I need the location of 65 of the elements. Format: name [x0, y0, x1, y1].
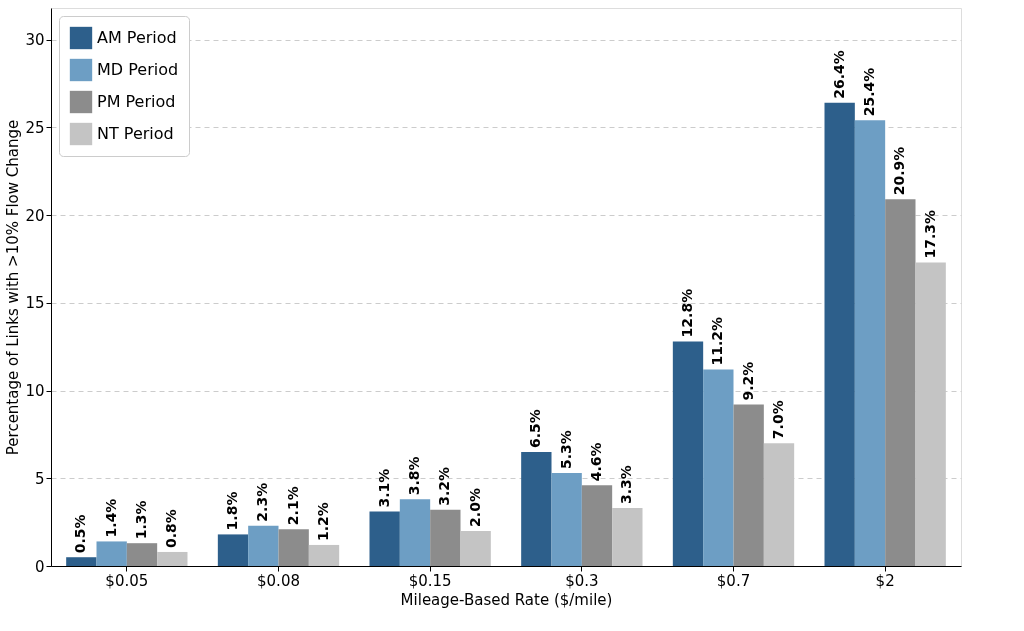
bar	[308, 544, 340, 566]
bar	[399, 499, 431, 566]
bar	[854, 120, 886, 566]
legend-label: AM Period	[97, 28, 177, 47]
data-label: 11.2%	[709, 316, 726, 366]
data-label: 3.1%	[375, 468, 392, 508]
data-label: 9.2%	[739, 361, 756, 401]
data-label: 20.9%	[891, 146, 908, 196]
data-label: 4.6%	[588, 442, 604, 482]
data-label: 1.3%	[133, 500, 149, 540]
bar	[126, 543, 158, 566]
data-label: 1.8%	[224, 491, 240, 531]
y-tick-label: 0	[34, 557, 45, 576]
data-label: 6.5%	[527, 409, 544, 448]
bar	[581, 485, 613, 566]
y-tick-label: 10	[25, 382, 45, 401]
data-label: 26.4%	[830, 50, 847, 99]
data-label: 2.3%	[254, 482, 271, 522]
data-label: 7.0%	[770, 400, 786, 440]
legend-label: MD Period	[97, 60, 179, 79]
x-tick-label: $2	[875, 571, 895, 590]
data-label: 3.2%	[436, 467, 453, 506]
bar	[885, 199, 916, 566]
bar	[157, 551, 188, 566]
bar	[96, 541, 127, 566]
bar	[824, 102, 855, 566]
bar	[248, 525, 279, 566]
bar	[672, 341, 704, 566]
bar	[430, 509, 461, 566]
data-label: 25.4%	[861, 67, 877, 117]
bar	[733, 404, 764, 566]
y-tick-label: 15	[25, 294, 45, 313]
x-tick-label: $0.15	[408, 571, 452, 590]
legend-label: PM Period	[97, 92, 176, 111]
data-label: 1.4%	[102, 498, 119, 538]
y-tick-label: 25	[25, 118, 45, 137]
legend-label: NT Period	[97, 124, 174, 143]
x-axis-title: Mileage-Based Rate ($/mile)	[400, 590, 613, 609]
data-label: 5.3%	[557, 430, 574, 469]
data-label: 3.3%	[618, 465, 635, 505]
y-tick-label: 5	[34, 469, 45, 488]
bar	[612, 508, 643, 566]
data-label: 12.8%	[679, 288, 695, 338]
x-tick-label: $0.3	[565, 571, 599, 590]
data-label: 2.0%	[466, 488, 483, 527]
y-tick-label: 30	[25, 31, 45, 50]
bar	[217, 534, 249, 566]
x-tick-label: $0.08	[257, 571, 300, 590]
bar	[703, 369, 734, 566]
y-axis-title: Percentage of Links with >10% Flow Change	[4, 119, 23, 456]
data-label: 0.5%	[72, 514, 89, 554]
bar	[66, 557, 97, 566]
data-label: 3.8%	[406, 456, 422, 496]
y-tick-label: 20	[25, 206, 45, 225]
bar	[460, 530, 491, 566]
data-label: 0.8%	[163, 509, 180, 548]
bar	[278, 529, 309, 566]
bar	[551, 473, 582, 566]
data-label: 2.1%	[284, 486, 301, 526]
bar	[369, 511, 400, 566]
data-label: 1.2%	[315, 502, 331, 541]
x-tick-label: $0.7	[716, 571, 751, 590]
x-tick-label: $0.05	[105, 571, 149, 590]
data-label: 17.3%	[921, 209, 938, 259]
bar	[521, 451, 552, 566]
